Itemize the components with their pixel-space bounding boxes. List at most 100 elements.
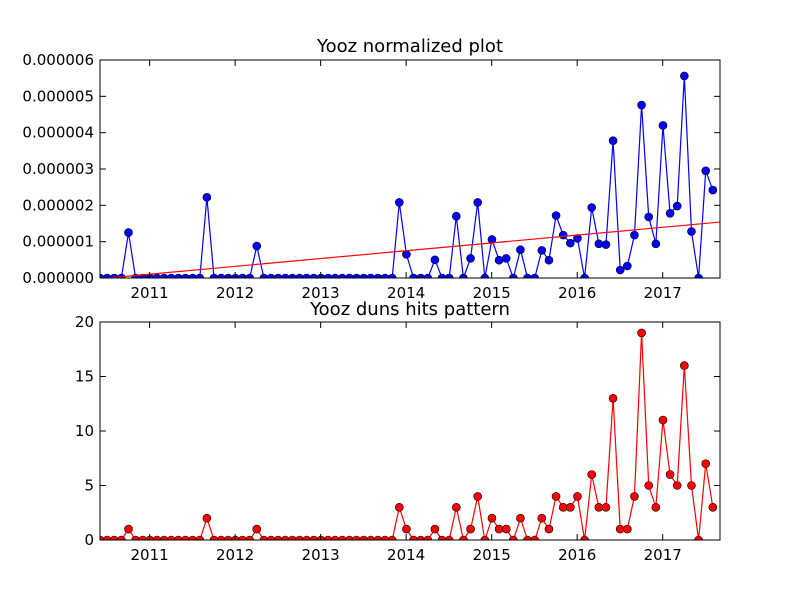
data-point bbox=[516, 246, 524, 254]
data-point bbox=[609, 394, 617, 402]
data-point bbox=[702, 167, 710, 175]
data-point bbox=[495, 525, 503, 533]
data-point bbox=[659, 121, 667, 129]
x-tick-label: 2016 bbox=[558, 284, 596, 302]
data-point bbox=[566, 503, 574, 511]
data-point bbox=[687, 482, 695, 490]
x-tick-label: 2012 bbox=[216, 546, 254, 564]
data-point bbox=[673, 482, 681, 490]
x-tick-label: 2012 bbox=[216, 284, 254, 302]
data-point bbox=[638, 329, 646, 337]
data-point bbox=[623, 262, 631, 270]
x-tick-label: 2017 bbox=[644, 284, 682, 302]
data-point bbox=[666, 209, 674, 217]
data-point bbox=[474, 492, 482, 500]
data-point bbox=[588, 204, 596, 212]
x-tick-label: 2015 bbox=[473, 546, 511, 564]
data-point bbox=[702, 460, 710, 468]
data-point bbox=[125, 229, 133, 237]
data-point bbox=[595, 240, 603, 248]
axes-frame bbox=[100, 322, 720, 540]
data-point bbox=[452, 212, 460, 220]
data-point bbox=[709, 186, 717, 194]
x-tick-label: 2013 bbox=[302, 546, 340, 564]
data-point bbox=[673, 202, 681, 210]
data-point bbox=[687, 227, 695, 235]
data-point bbox=[452, 503, 460, 511]
data-point bbox=[559, 231, 567, 239]
data-point bbox=[609, 137, 617, 145]
data-point bbox=[402, 250, 410, 258]
x-tick-label: 2011 bbox=[131, 546, 169, 564]
data-point bbox=[431, 525, 439, 533]
data-point bbox=[652, 503, 660, 511]
y-tick-label: 15 bbox=[75, 368, 94, 386]
data-point bbox=[488, 514, 496, 522]
data-point bbox=[538, 246, 546, 254]
data-point bbox=[602, 503, 610, 511]
data-point bbox=[595, 503, 603, 511]
normalized-plot-panel: Yooz normalized plot 0.000000 0.000001 0.0… bbox=[22, 36, 720, 302]
data-point bbox=[538, 514, 546, 522]
data-point bbox=[552, 212, 560, 220]
data-point bbox=[616, 525, 624, 533]
data-point bbox=[645, 213, 653, 221]
chart-title: Yooz duns hits pattern bbox=[309, 299, 510, 320]
x-tick-label: 2014 bbox=[387, 546, 425, 564]
data-point bbox=[502, 525, 510, 533]
y-tick-label: 0.000003 bbox=[22, 160, 94, 178]
data-point bbox=[666, 471, 674, 479]
data-point bbox=[495, 256, 503, 264]
data-point bbox=[552, 492, 560, 500]
data-point bbox=[602, 241, 610, 249]
y-tick-label: 0.000006 bbox=[22, 51, 94, 69]
data-point bbox=[630, 492, 638, 500]
data-point bbox=[502, 254, 510, 262]
y-tick-label: 0.000000 bbox=[22, 269, 94, 287]
y-tick-label: 10 bbox=[75, 422, 94, 440]
data-point bbox=[253, 242, 261, 250]
plot-area bbox=[96, 72, 720, 282]
data-point bbox=[652, 240, 660, 248]
data-point bbox=[680, 362, 688, 370]
data-point bbox=[573, 492, 581, 500]
data-point bbox=[638, 101, 646, 109]
data-point bbox=[588, 471, 596, 479]
chart-title: Yooz normalized plot bbox=[316, 36, 503, 57]
y-tick-label: 0.000001 bbox=[22, 233, 94, 251]
data-point bbox=[645, 482, 653, 490]
data-point bbox=[566, 239, 574, 247]
y-tick-label: 20 bbox=[75, 313, 94, 331]
data-point bbox=[203, 193, 211, 201]
data-point bbox=[545, 256, 553, 264]
data-point bbox=[516, 514, 524, 522]
y-tick-label: 0.000004 bbox=[22, 124, 94, 142]
data-point bbox=[431, 256, 439, 264]
data-point bbox=[203, 514, 211, 522]
data-point bbox=[709, 503, 717, 511]
data-point bbox=[402, 525, 410, 533]
data-point bbox=[395, 198, 403, 206]
data-point bbox=[616, 266, 624, 274]
x-tick-label: 2016 bbox=[558, 546, 596, 564]
y-tick-label: 0 bbox=[84, 531, 94, 549]
data-point bbox=[125, 525, 133, 533]
data-point bbox=[545, 525, 553, 533]
data-point bbox=[395, 503, 403, 511]
data-point bbox=[467, 525, 475, 533]
y-tick-label: 0.000005 bbox=[22, 87, 94, 105]
y-tick-label: 0.000002 bbox=[22, 196, 94, 214]
series-line bbox=[100, 76, 713, 278]
plot-area bbox=[96, 329, 717, 544]
x-tick-label: 2017 bbox=[644, 546, 682, 564]
hits-pattern-panel: Yooz duns hits pattern 0 5 10 15 20 2011 2012 2… bbox=[75, 299, 720, 564]
data-point bbox=[680, 72, 688, 80]
data-point bbox=[623, 525, 631, 533]
data-point bbox=[559, 503, 567, 511]
y-tick-label: 5 bbox=[84, 477, 94, 495]
data-point bbox=[659, 416, 667, 424]
axes-frame bbox=[100, 60, 720, 278]
x-tick-label: 2011 bbox=[131, 284, 169, 302]
series-line bbox=[100, 333, 713, 540]
